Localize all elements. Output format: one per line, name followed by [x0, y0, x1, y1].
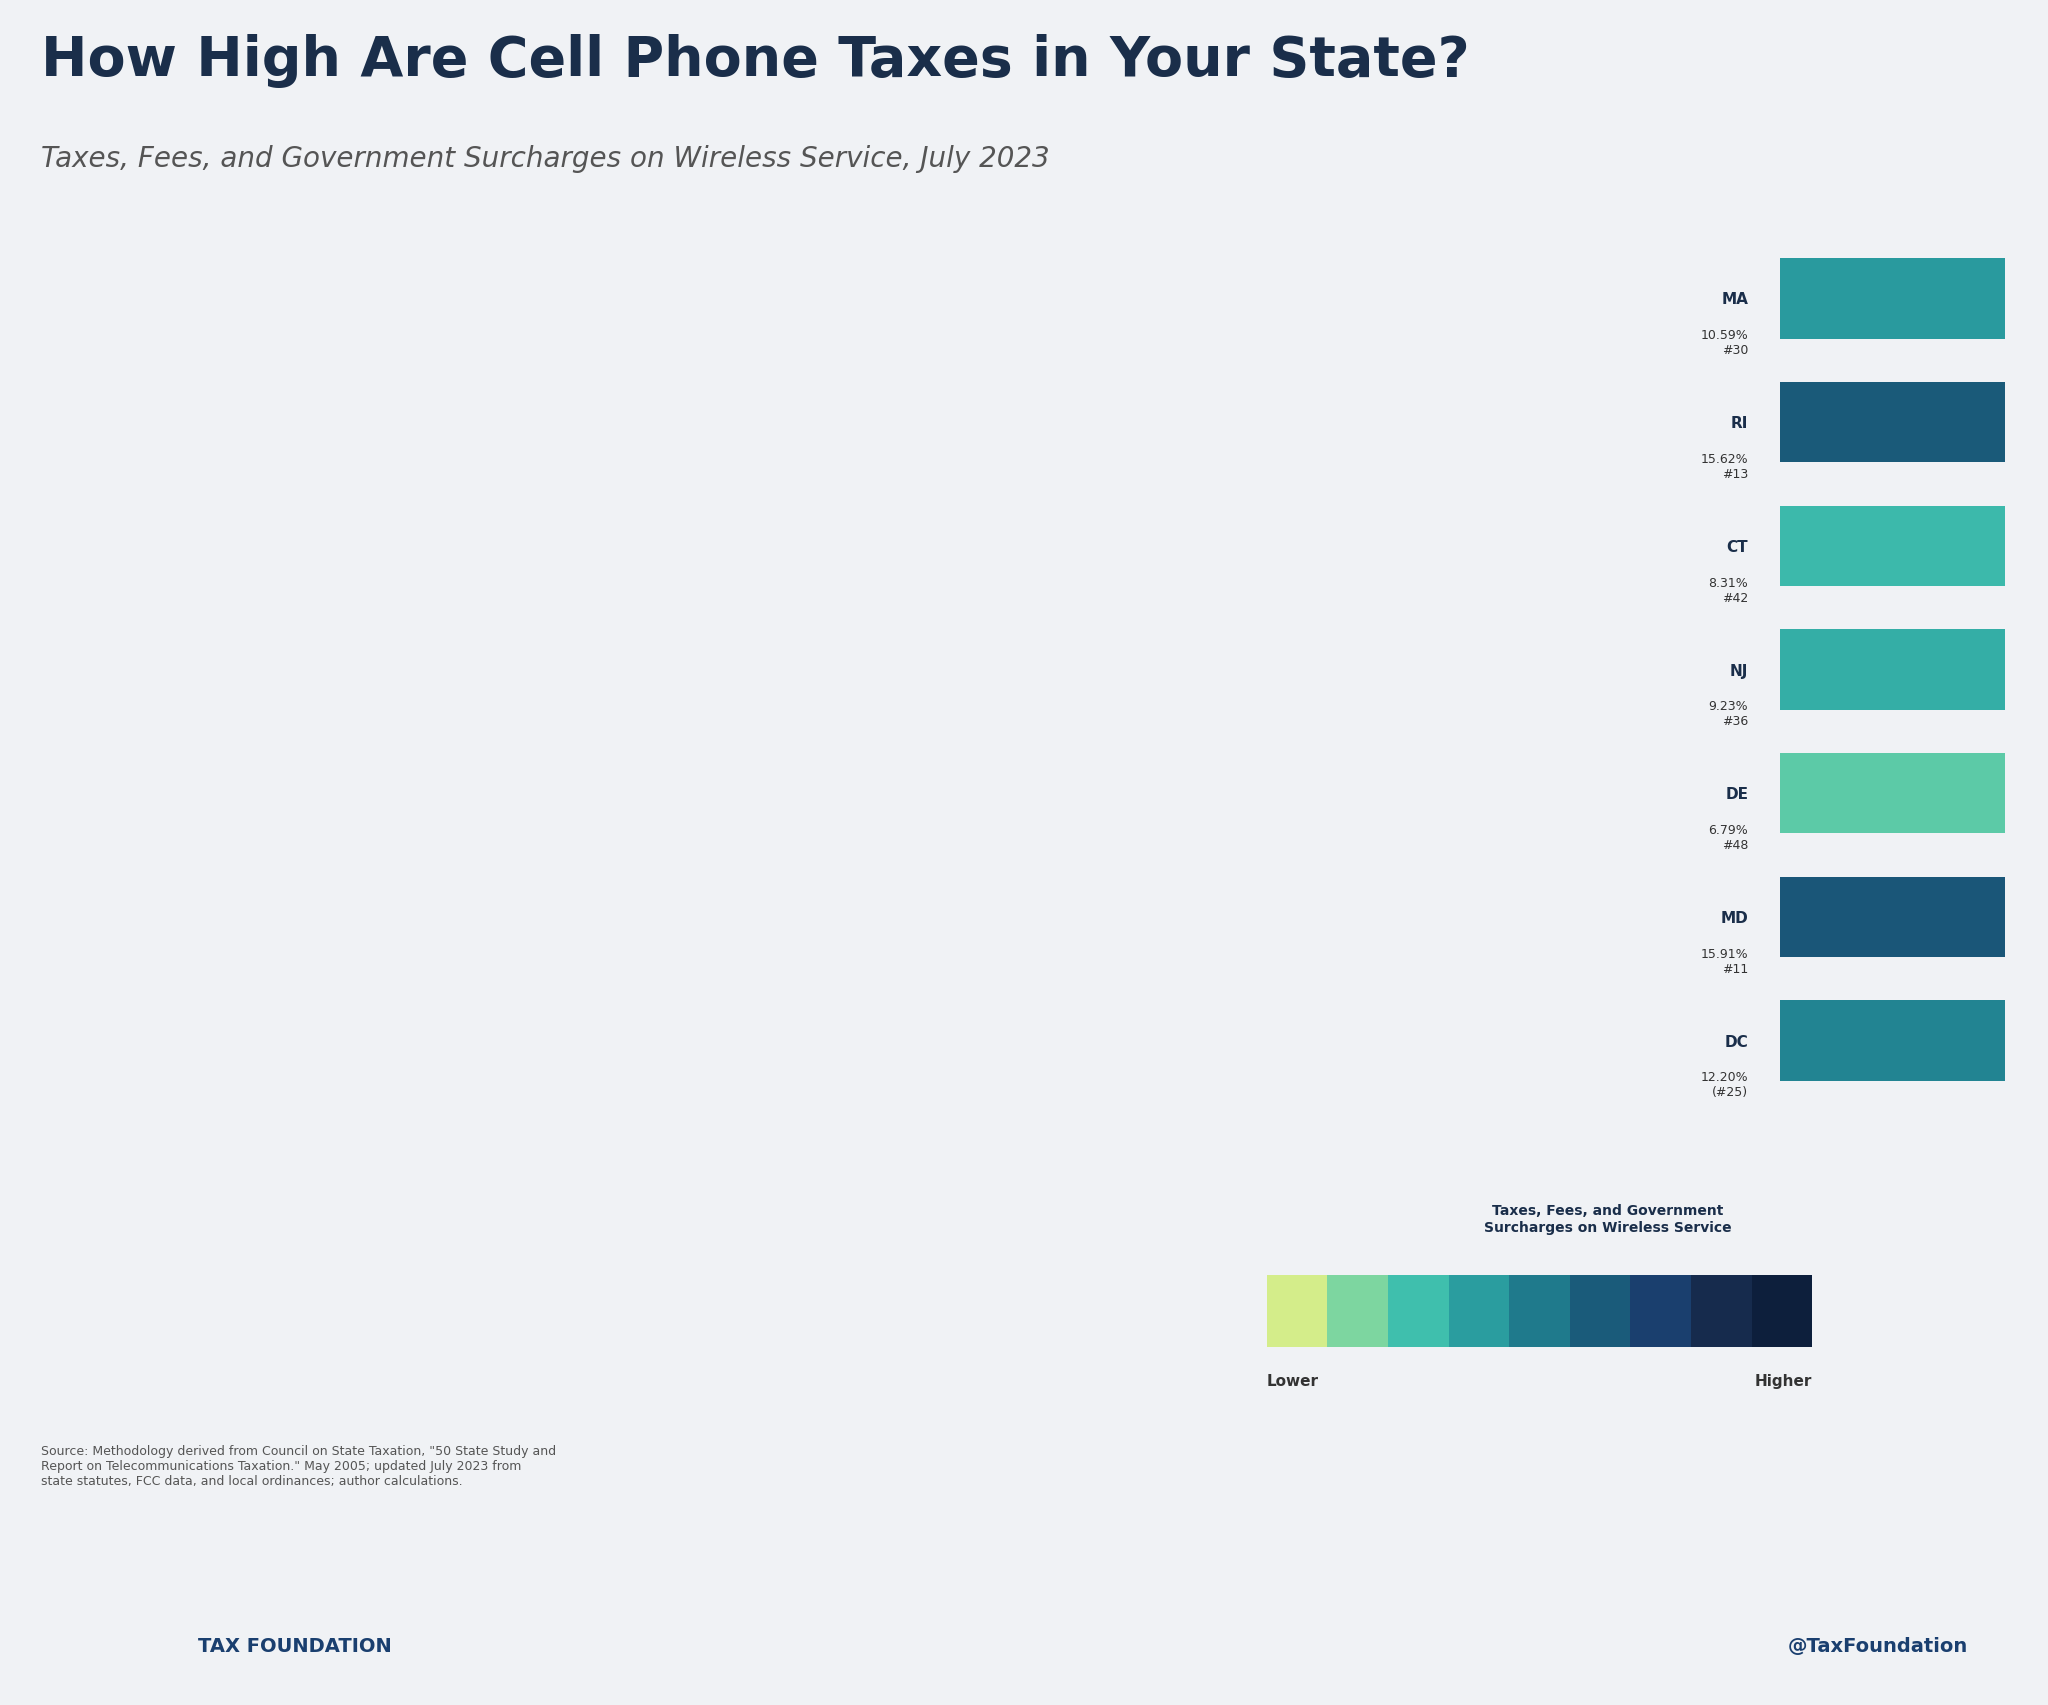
Text: 15.91%
#11: 15.91% #11	[1700, 946, 1749, 975]
Text: CT: CT	[1726, 539, 1749, 554]
Text: 9.23%
#36: 9.23% #36	[1708, 699, 1749, 728]
Text: Source: Methodology derived from Council on State Taxation, "50 State Study and
: Source: Methodology derived from Council…	[41, 1444, 557, 1487]
Text: How High Are Cell Phone Taxes in Your State?: How High Are Cell Phone Taxes in Your St…	[41, 34, 1470, 89]
Text: NJ: NJ	[1731, 663, 1749, 679]
Text: 10.59%
#30: 10.59% #30	[1700, 329, 1749, 356]
Text: Lower: Lower	[1266, 1373, 1319, 1388]
Text: 15.62%
#13: 15.62% #13	[1700, 452, 1749, 481]
FancyBboxPatch shape	[1780, 629, 2005, 711]
Bar	[1448, 1275, 1509, 1347]
Text: TAX FOUNDATION: TAX FOUNDATION	[199, 1635, 391, 1656]
Text: 8.31%
#42: 8.31% #42	[1708, 576, 1749, 604]
Bar	[1266, 1275, 1327, 1347]
Text: Taxes, Fees, and Government
Surcharges on Wireless Service: Taxes, Fees, and Government Surcharges o…	[1485, 1204, 1731, 1234]
Text: DC: DC	[1724, 1033, 1749, 1049]
Text: 12.20%
(#25): 12.20% (#25)	[1700, 1071, 1749, 1098]
Text: MD: MD	[1720, 910, 1749, 926]
Bar	[1630, 1275, 1692, 1347]
FancyBboxPatch shape	[1780, 259, 2005, 339]
FancyBboxPatch shape	[1780, 506, 2005, 587]
Text: Taxes, Fees, and Government Surcharges on Wireless Service, July 2023: Taxes, Fees, and Government Surcharges o…	[41, 145, 1049, 172]
FancyBboxPatch shape	[1780, 382, 2005, 464]
Bar	[1751, 1275, 1812, 1347]
Bar	[1389, 1275, 1448, 1347]
FancyBboxPatch shape	[1780, 754, 2005, 834]
FancyBboxPatch shape	[1780, 1001, 2005, 1081]
Bar	[1327, 1275, 1389, 1347]
Text: 6.79%
#48: 6.79% #48	[1708, 824, 1749, 851]
Text: @TaxFoundation: @TaxFoundation	[1788, 1635, 1968, 1656]
Text: MA: MA	[1720, 292, 1749, 307]
FancyBboxPatch shape	[1780, 876, 2005, 958]
Bar	[1509, 1275, 1569, 1347]
Text: Higher: Higher	[1755, 1373, 1812, 1388]
Text: RI: RI	[1731, 416, 1749, 431]
Bar	[1692, 1275, 1751, 1347]
Bar	[1569, 1275, 1630, 1347]
Text: DE: DE	[1724, 786, 1749, 801]
